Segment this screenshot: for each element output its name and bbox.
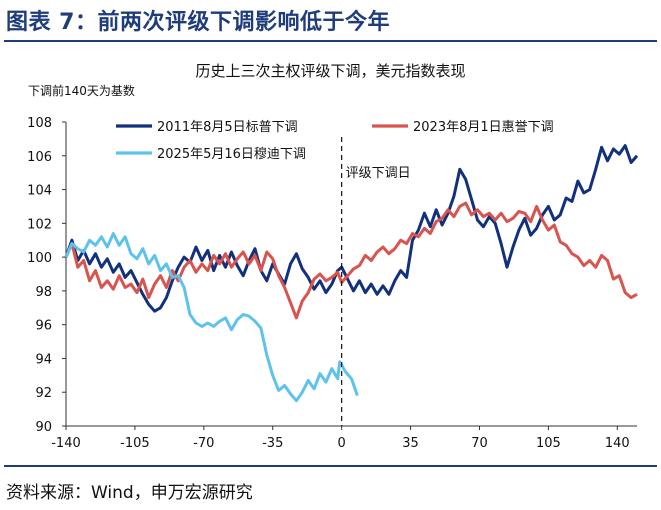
x-tick-label: -70 (193, 436, 214, 451)
x-tick-label: 140 (605, 436, 630, 451)
chart-title: 历史上三次主权评级下调，美元指数表现 (195, 62, 466, 80)
line-chart: 90 92 94 96 98 100 102 104 106 108 -140 -105 -70 -35 0… (27, 116, 639, 451)
annotation: 评级下调日 (341, 137, 411, 426)
y-tick-label: 98 (35, 285, 52, 300)
y-tick-label: 94 (35, 352, 52, 367)
series-line-3 (64, 232, 359, 403)
y-tick-label: 106 (27, 150, 52, 165)
y-tick-label: 102 (27, 217, 52, 232)
y-tick-label: 108 (27, 116, 52, 131)
axes: 90 92 94 96 98 100 102 104 106 108 -140 -105 -70 -35 0… (27, 116, 637, 451)
x-tick-label: -35 (262, 436, 283, 451)
legend-label-1: 2011年8月5日标普下调 (157, 120, 298, 135)
legend: 2011年8月5日标普下调 2023年8月1日惠誉下调 2025年5月16日穆迪下调 (116, 120, 554, 162)
y-tick-label: 90 (35, 420, 52, 435)
y-tick-label: 100 (27, 251, 52, 266)
x-tick-label: 70 (471, 436, 488, 451)
source-rule (4, 465, 657, 467)
figure-title: 图表 7：前两次评级下调影响低于今年 (6, 10, 390, 35)
x-tick-label: 0 (338, 436, 346, 451)
title-rule (4, 40, 657, 42)
source-note: 资料来源：Wind，申万宏源研究 (6, 483, 253, 503)
series-line-2 (64, 201, 638, 320)
x-tick-label: -140 (51, 436, 81, 451)
series-lines (64, 144, 639, 403)
legend-label-2: 2023年8月1日惠誉下调 (413, 120, 554, 135)
event-marker-label: 评级下调日 (346, 166, 411, 181)
y-tick-label: 92 (35, 386, 52, 401)
y-tick-label: 96 (35, 319, 52, 334)
x-tick-label: -105 (120, 436, 150, 451)
legend-label-3: 2025年5月16日穆迪下调 (157, 147, 306, 162)
x-tick-label: 35 (402, 436, 419, 451)
x-tick-label: 105 (536, 436, 561, 451)
y-axis-label: 下调前140天为基数 (28, 84, 135, 98)
y-tick-label: 104 (27, 184, 52, 199)
